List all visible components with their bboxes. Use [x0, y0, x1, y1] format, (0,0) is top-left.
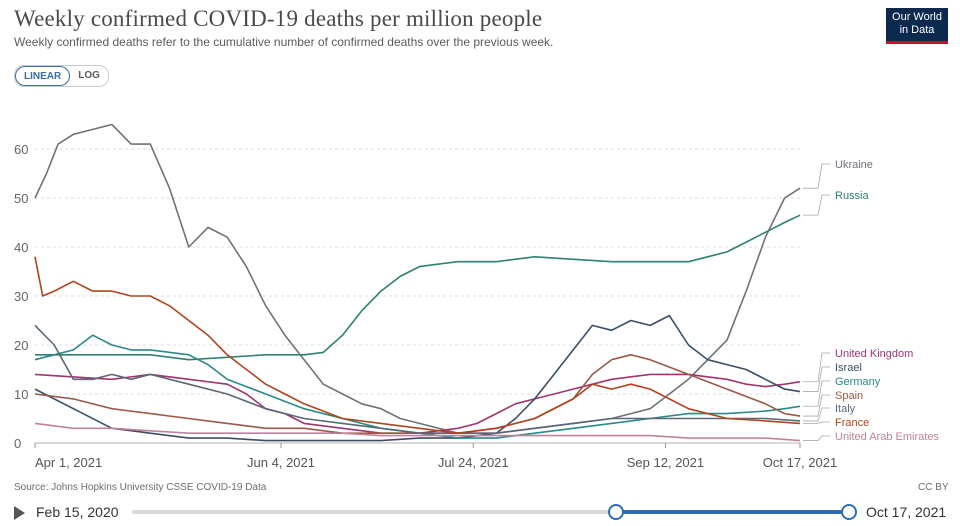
linear-scale-button[interactable]: LINEAR — [15, 66, 71, 86]
source-note[interactable]: Source: Johns Hopkins University CSSE CO… — [14, 482, 267, 493]
series-line-russia[interactable] — [35, 214, 801, 361]
legend-connector — [803, 435, 830, 441]
legend-connector — [803, 194, 830, 216]
series-line-united-arab-emirates[interactable] — [34, 422, 801, 442]
logo-line-2: in Data — [899, 24, 935, 36]
legend-label[interactable]: Spain — [835, 390, 863, 402]
play-icon[interactable] — [14, 506, 25, 520]
legend-connector — [803, 163, 830, 189]
legend-connector — [803, 380, 830, 407]
chart-title: Weekly confirmed COVID-19 deaths per mil… — [14, 6, 543, 31]
legend-label[interactable]: Germany — [835, 376, 881, 388]
legend-label[interactable]: France — [835, 417, 869, 429]
y-tick-label: 40 — [14, 240, 28, 255]
series-line-ukraine[interactable] — [34, 123, 801, 435]
legend-label[interactable]: Israel — [835, 362, 862, 374]
scale-toggle: LINEAR LOG — [14, 65, 109, 87]
legend-connector — [803, 352, 830, 383]
chart-subtitle: Weekly confirmed deaths refer to the cum… — [14, 35, 554, 49]
legend-label[interactable]: United Arab Emirates — [835, 431, 939, 443]
timeline-track[interactable] — [132, 510, 849, 514]
line-chart: 0 10 20 30 40 50 60 Apr 1, 2021 Jun 4, 2021 Jul 2… — [14, 123, 939, 470]
timeline: Feb 15, 2020 Oct 17, 2021 — [0, 498, 960, 526]
y-tick-label: 50 — [14, 191, 28, 206]
x-tick-label: Jun 4, 2021 — [247, 455, 315, 470]
x-tick-label: Sep 12, 2021 — [627, 455, 704, 470]
series-line-france[interactable] — [34, 256, 801, 435]
series-line-italy[interactable] — [34, 324, 801, 435]
y-tick-label: 20 — [14, 338, 28, 353]
legend-connector — [803, 394, 830, 417]
legend-label[interactable]: Italy — [835, 403, 856, 415]
y-tick-label: 60 — [14, 142, 28, 157]
license-label[interactable]: CC BY — [918, 482, 949, 493]
series-line-germany[interactable] — [34, 334, 801, 439]
legend-label[interactable]: United Kingdom — [835, 348, 913, 360]
owid-logo[interactable]: Our World in Data — [886, 8, 948, 44]
timeline-start-handle[interactable] — [608, 504, 624, 520]
timeline-start-label: Feb 15, 2020 — [36, 504, 119, 520]
timeline-selected-range — [616, 510, 849, 514]
x-tick-label: Oct 17, 2021 — [763, 455, 837, 470]
legend-label[interactable]: Russia — [835, 190, 870, 202]
timeline-end-handle[interactable] — [841, 504, 857, 520]
legend-label[interactable]: Ukraine — [835, 159, 873, 171]
log-scale-button[interactable]: LOG — [78, 70, 100, 81]
logo-line-1: Our World — [892, 11, 942, 23]
legend-connector — [803, 421, 830, 424]
y-tick-label: 0 — [14, 436, 21, 451]
x-tick-label: Jul 24, 2021 — [438, 455, 509, 470]
y-tick-label: 10 — [14, 387, 28, 402]
x-tick-label: Apr 1, 2021 — [35, 455, 102, 470]
timeline-end-label: Oct 17, 2021 — [866, 504, 947, 520]
y-tick-label: 30 — [14, 289, 28, 304]
series-line-israel[interactable] — [34, 314, 801, 442]
legend-connector — [803, 407, 830, 422]
legend-connector — [803, 366, 830, 392]
series-line-united-kingdom[interactable] — [34, 373, 801, 435]
